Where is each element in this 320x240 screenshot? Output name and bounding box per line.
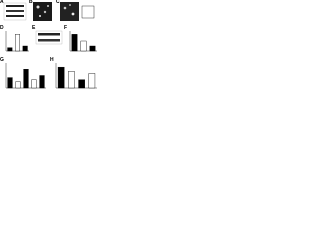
image-c (60, 2, 95, 21)
blot-a (3, 2, 27, 21)
bar (57, 66, 65, 89)
panel-label: C (56, 0, 60, 5)
bar (22, 45, 28, 52)
bar (80, 40, 87, 52)
bar (31, 79, 37, 89)
bar (7, 77, 13, 89)
figure: A B C D E F G H (0, 0, 97, 89)
panel-label: G (0, 57, 4, 63)
bar (15, 81, 21, 89)
bar (23, 69, 29, 89)
bar (68, 71, 75, 89)
panel-label: E (32, 25, 36, 31)
bar (89, 45, 96, 52)
image-b (33, 2, 52, 21)
bar (39, 75, 45, 89)
bar (88, 73, 96, 89)
panel-label: F (64, 25, 67, 31)
bar (14, 34, 20, 52)
blot-e (35, 30, 63, 45)
panel-label: D (0, 25, 4, 31)
panel-label: H (50, 57, 54, 63)
bar (71, 34, 78, 52)
bar (78, 79, 85, 89)
panel-label: B (29, 0, 33, 5)
bar (7, 47, 13, 52)
panel-label: A (0, 0, 4, 5)
